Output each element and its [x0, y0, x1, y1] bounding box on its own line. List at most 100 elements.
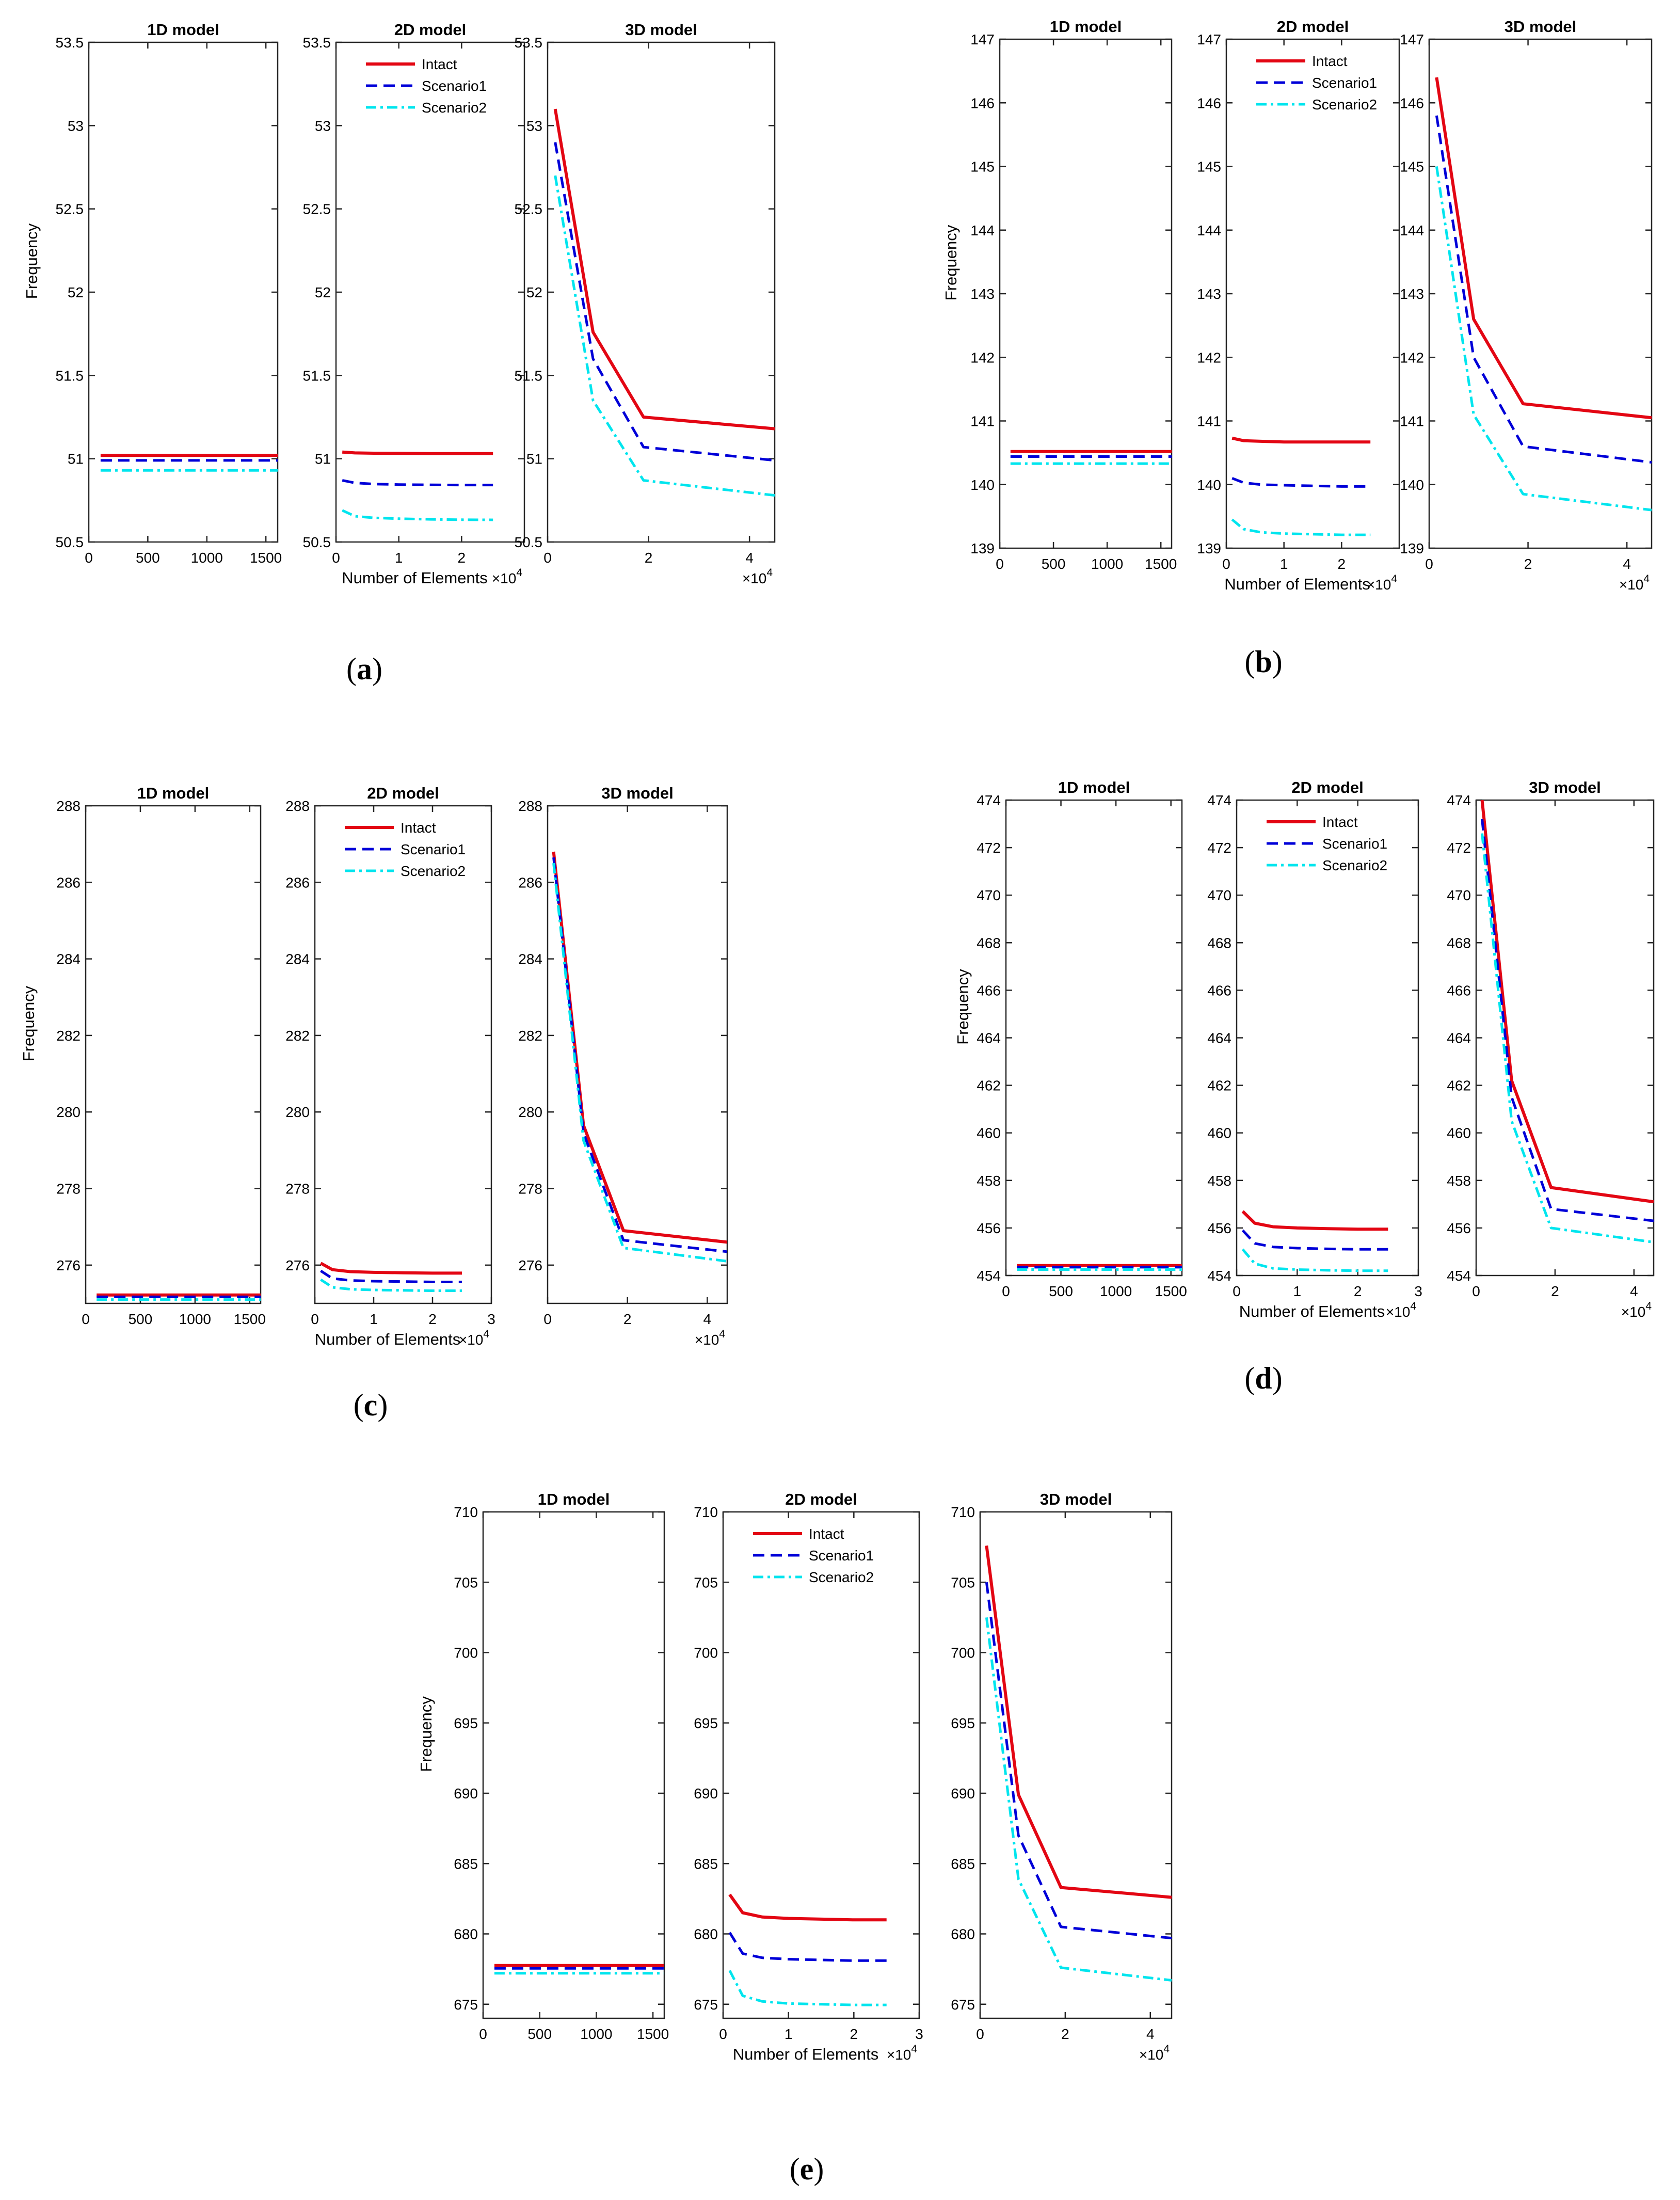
y-tick-label: 52: [526, 284, 542, 300]
figure-caption: (d): [1244, 1361, 1282, 1395]
y-tick-label: 690: [694, 1785, 718, 1802]
x-tick-label: 1500: [1155, 1283, 1187, 1299]
series-line-scenario2: [1435, 166, 1652, 512]
series-line-scenario2: [1231, 518, 1371, 536]
y-tick-label: 470: [977, 887, 1001, 903]
y-tick-label: 50.5: [515, 534, 543, 550]
legend-label: Intact: [401, 820, 436, 836]
y-tick-label: 51: [68, 451, 84, 467]
y-tick-label: 685: [694, 1856, 718, 1872]
panel-title: 1D model: [1050, 18, 1122, 36]
panel-title: 1D model: [147, 21, 219, 39]
axes-frame: [1428, 38, 1653, 549]
x-tick-label: 1500: [234, 1311, 266, 1327]
y-tick-label: 280: [285, 1104, 310, 1120]
y-tick-label: 278: [518, 1181, 542, 1197]
y-tick-label: 705: [694, 1574, 718, 1590]
y-tick-label: 700: [454, 1645, 478, 1661]
series-line-scenario1: [1435, 115, 1652, 464]
y-tick-label: 695: [454, 1715, 478, 1731]
x-tick-label: 1500: [1145, 556, 1177, 572]
y-tick-label: 462: [977, 1078, 1001, 1094]
y-tick-label: 288: [285, 798, 310, 814]
y-tick-label: 145: [1400, 159, 1424, 175]
x-tick-label: 3: [1414, 1283, 1422, 1299]
x-tick-label: 2: [1338, 556, 1346, 572]
y-tick-label: 456: [977, 1220, 1001, 1236]
panel-title: 2D model: [1277, 18, 1349, 36]
series-group: [552, 851, 727, 1263]
y-tick-label: 472: [977, 840, 1001, 856]
legend-label: Scenario2: [1312, 97, 1377, 113]
series-line-scenario1: [342, 479, 493, 487]
series-line-scenario2: [320, 1278, 462, 1292]
y-tick-label: 53: [315, 118, 331, 134]
x-tick-label: 0: [1472, 1283, 1480, 1299]
axes-frame: [482, 1511, 665, 2019]
y-tick-label: 147: [1197, 31, 1221, 47]
figure-c: 1D model 276 278 280 282 284 286 288 0 500 1000 150…: [20, 784, 728, 1422]
x-axis-label: Number of Elements: [342, 569, 488, 587]
legend-label: Scenario2: [422, 100, 487, 116]
y-tick-label: 139: [970, 540, 995, 556]
y-tick-label: 143: [970, 286, 995, 302]
series-line-scenario1: [1481, 819, 1654, 1222]
figure-caption: (e): [790, 2152, 824, 2186]
legend-label: Scenario1: [401, 841, 466, 857]
legend-label: Scenario1: [1322, 836, 1387, 852]
y-tick-label: 52: [315, 284, 331, 300]
y-tick-label: 470: [1207, 887, 1231, 903]
series-group: [342, 450, 493, 521]
y-tick-label: 705: [951, 1574, 975, 1590]
axes-frame: [335, 41, 525, 543]
y-tick-label: 680: [951, 1926, 975, 1942]
y-tick-label: 52.5: [56, 201, 84, 217]
panel-e-3: 3D model 675 680 685 690 695 700 705 710 0 2 4×104: [951, 1490, 1173, 2063]
y-tick-label: 458: [1447, 1173, 1471, 1189]
y-tick-label: 675: [454, 1997, 478, 2013]
y-tick-label: 286: [285, 874, 310, 890]
y-tick-label: 456: [1447, 1220, 1471, 1236]
x-tick-label: 2: [1354, 1283, 1362, 1299]
legend-label: Scenario2: [809, 1569, 874, 1585]
axes-frame: [88, 41, 279, 543]
figure-caption: (a): [346, 652, 382, 686]
x-tick-label: 0: [479, 2026, 487, 2042]
series-line-scenario1: [728, 1932, 887, 1962]
panel-c-3: 3D model 276 278 280 282 284 286 288 0 2 4×104: [518, 784, 728, 1348]
series-group: [494, 1964, 664, 1975]
y-tick-label: 675: [694, 1997, 718, 2013]
y-tick-label: 470: [1447, 887, 1471, 903]
y-tick-label: 680: [694, 1926, 718, 1942]
panel-c-2: 2D model 276 278 280 282 284 286 288 0 1 2 3×104Num…: [285, 784, 495, 1348]
y-tick-label: 141: [1400, 413, 1424, 429]
y-tick-label: 710: [951, 1504, 975, 1520]
y-tick-label: 146: [970, 95, 995, 111]
x-tick-label: 0: [1222, 556, 1230, 572]
y-tick-label: 695: [694, 1715, 718, 1731]
panel-a-2: 2D model 50.5 51 51.5 52 52.5 53 53.5 0 1 2 ×104Num…: [303, 21, 525, 587]
series-line-intact: [553, 108, 775, 431]
y-tick-label: 147: [970, 31, 995, 47]
series-line-scenario2: [552, 863, 727, 1263]
legend-label: Intact: [1312, 53, 1348, 69]
series-line-scenario1: [1241, 1229, 1388, 1251]
x-tick-label: 2: [623, 1311, 632, 1327]
y-tick-label: 52: [68, 284, 84, 300]
y-tick-label: 141: [1197, 413, 1221, 429]
y-tick-label: 695: [951, 1715, 975, 1731]
series-line-scenario1: [554, 142, 775, 462]
axes-frame: [722, 1511, 920, 2019]
x-tick-label: 2: [850, 2026, 858, 2042]
y-tick-label: 454: [977, 1268, 1001, 1284]
series-line-intact: [319, 1262, 462, 1275]
x-exponent-label: ×104: [887, 2043, 918, 2063]
x-tick-label: 4: [745, 550, 754, 566]
y-tick-label: 460: [1207, 1125, 1231, 1141]
series-group: [1435, 77, 1652, 512]
y-tick-label: 145: [1197, 159, 1221, 175]
y-tick-label: 50.5: [303, 534, 331, 550]
series-group: [728, 1893, 887, 2006]
panel-d-3: 3D model 454 456 458 460 462 464 466 468 470 472 47…: [1447, 778, 1655, 1320]
